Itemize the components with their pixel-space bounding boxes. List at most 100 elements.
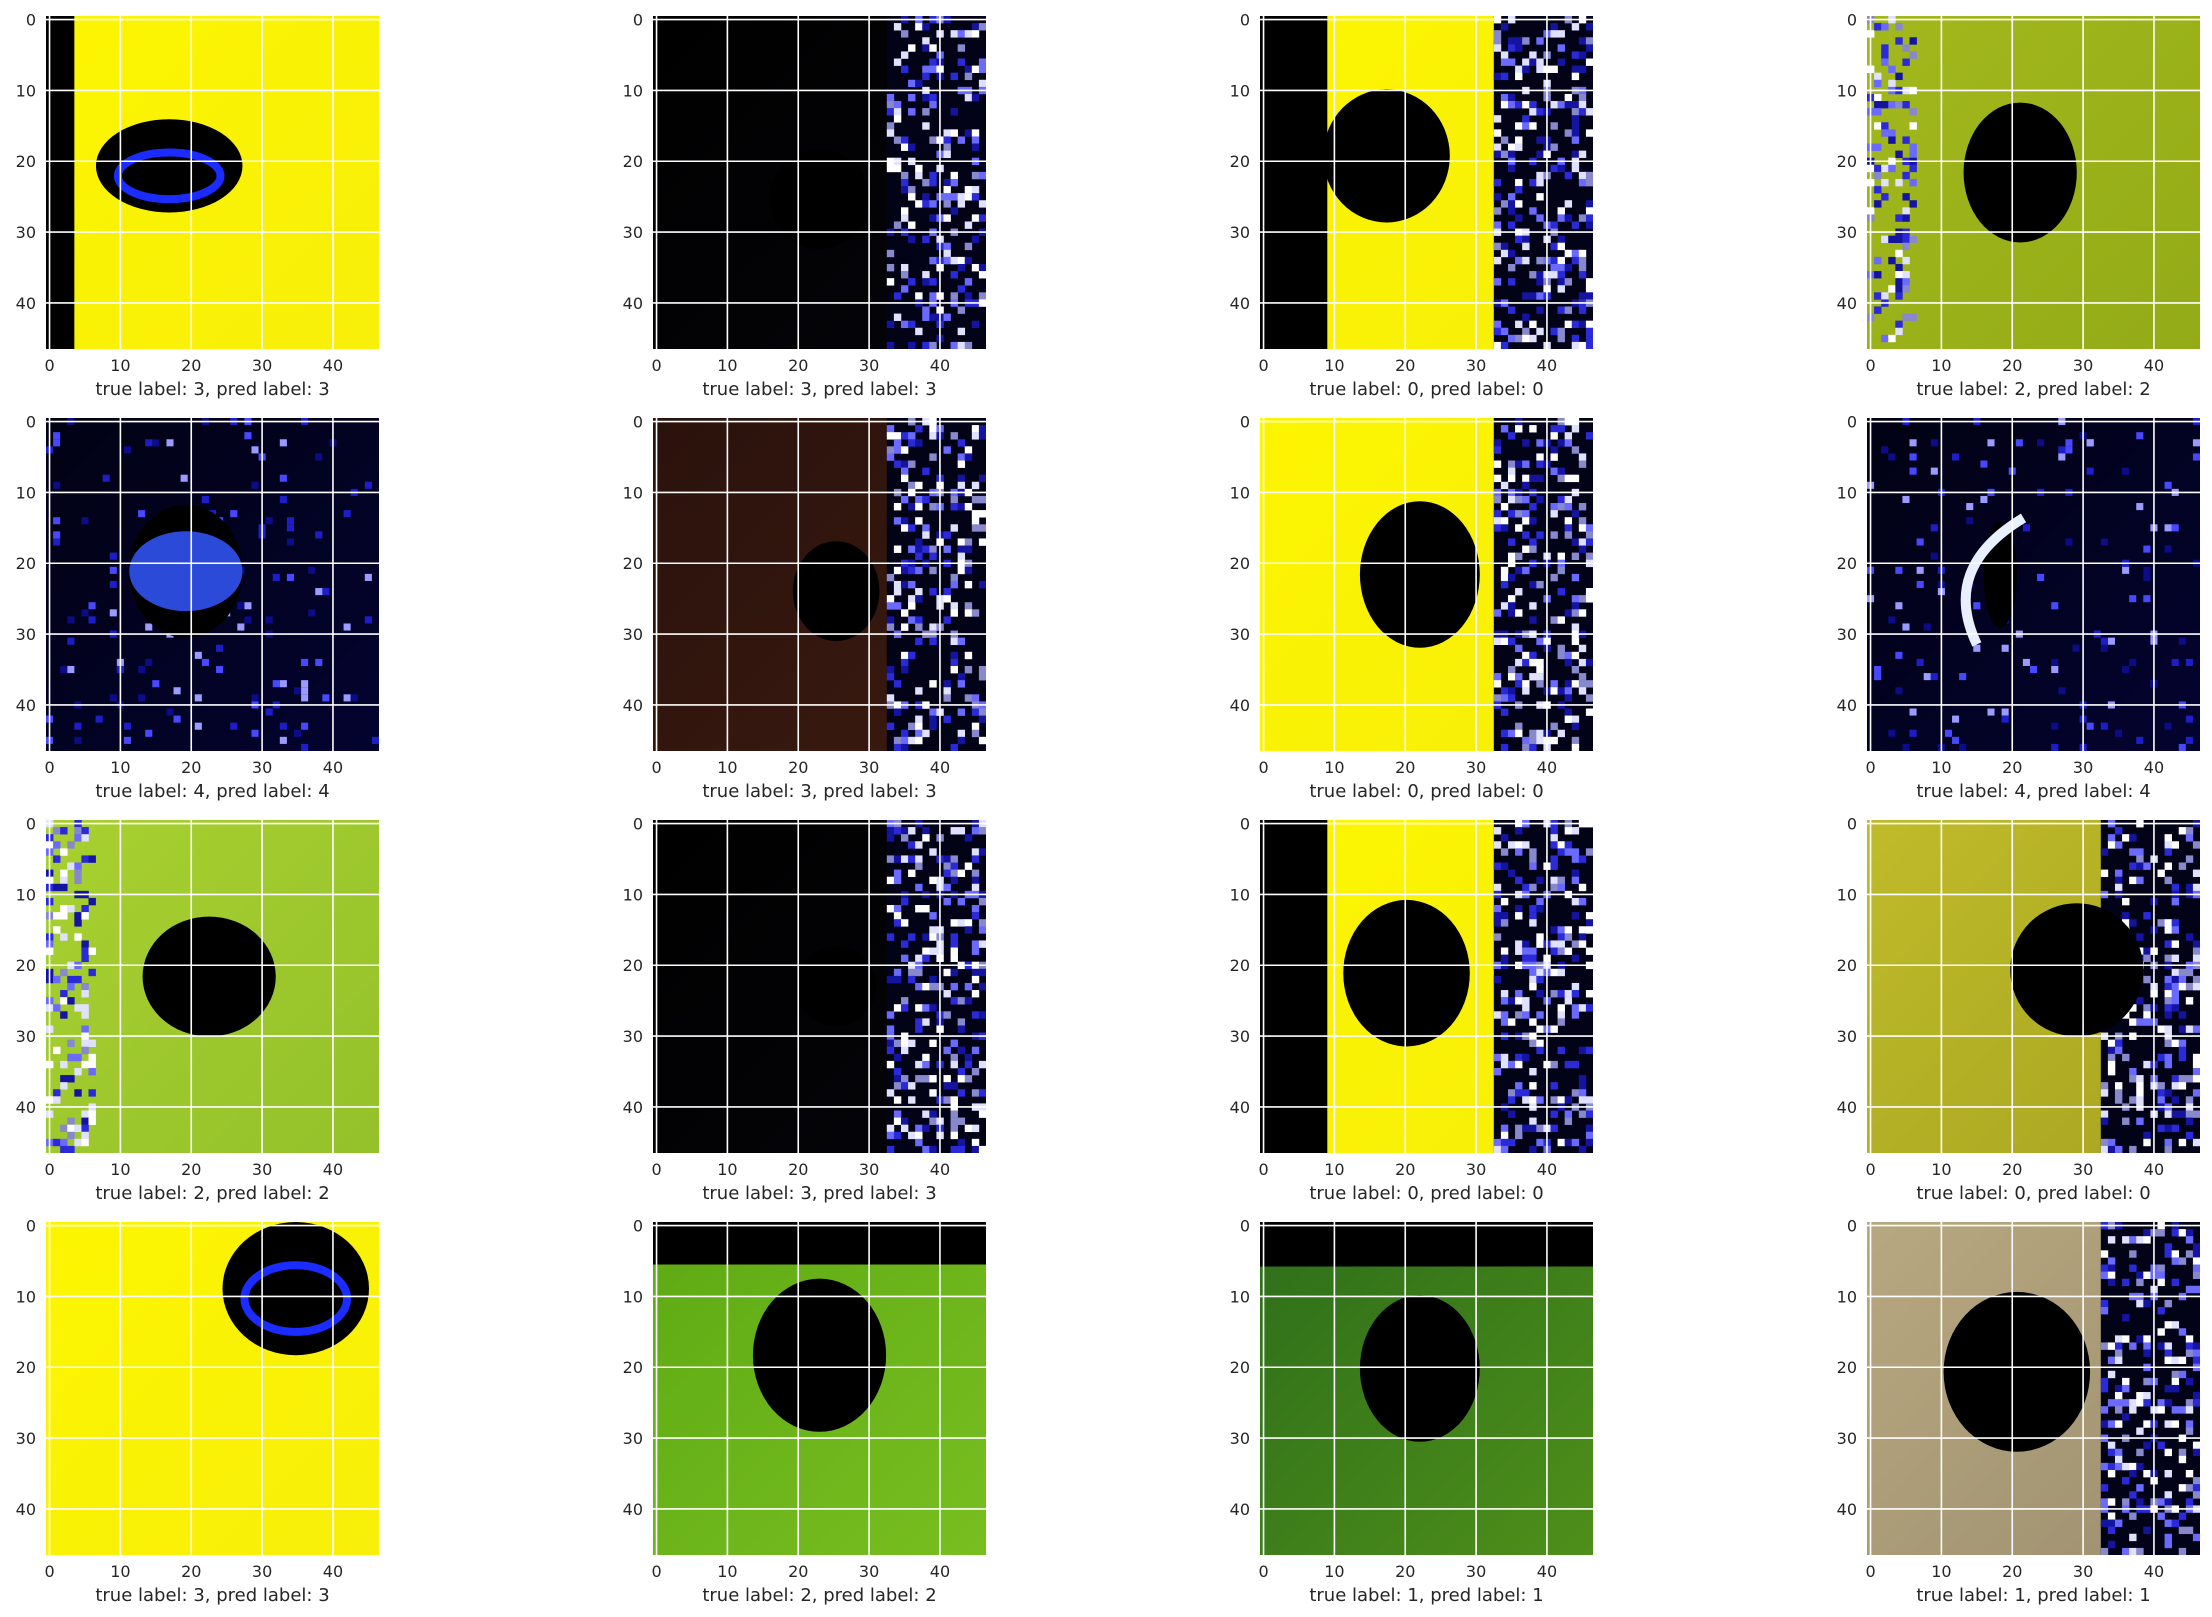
x-tick-label: 0: [44, 758, 54, 777]
x-tick-label: 20: [1395, 1562, 1415, 1581]
y-tick-label: 10: [16, 81, 36, 100]
x-tick-label: 0: [1258, 1160, 1268, 1179]
grid-lines: [46, 1222, 379, 1555]
panel-caption: true label: 3, pred label: 3: [702, 1183, 936, 1204]
image-panel: 0 10 20 30 40 0 10 20 30 40 true label: 1, pred la…: [1230, 1217, 1593, 1606]
image-pixels: [1260, 1222, 1593, 1555]
x-tick-label: 30: [1466, 758, 1486, 777]
x-tick-label: 10: [110, 356, 130, 375]
grid-lines: [46, 418, 379, 751]
image-pixels: [1260, 820, 1593, 1153]
x-tick-label: 10: [1324, 356, 1344, 375]
image-panel: 0 10 20 30 40 0 10 20 30 40 true label: 0, pred la…: [1837, 815, 2200, 1204]
image-panel: 0 10 20 30 40 0 10 20 30 40 true label: 3, pred la…: [623, 413, 986, 802]
x-tick-label: 0: [1865, 356, 1875, 375]
y-tick-label: 40: [16, 294, 36, 313]
y-tick-label: 40: [16, 1098, 36, 1117]
y-tick-label: 20: [1230, 554, 1250, 573]
y-tick-label: 10: [1837, 885, 1857, 904]
x-tick-label: 30: [2073, 1160, 2093, 1179]
x-tick-label: 0: [1865, 758, 1875, 777]
x-tick-label: 10: [110, 1562, 130, 1581]
y-tick-label: 0: [1847, 11, 1857, 30]
x-tick-label: 0: [44, 1160, 54, 1179]
y-tick-label: 20: [1837, 956, 1857, 975]
panel-caption: true label: 2, pred label: 2: [1916, 379, 2150, 400]
x-tick-label: 0: [651, 758, 661, 777]
grid-lines: [653, 1222, 986, 1555]
y-tick-label: 30: [1837, 1429, 1857, 1448]
x-tick-label: 0: [1258, 356, 1268, 375]
y-tick-label: 0: [633, 413, 643, 432]
x-tick-label: 20: [2002, 758, 2022, 777]
y-tick-label: 20: [623, 1358, 643, 1377]
image-pixels: [46, 1222, 379, 1555]
x-tick-label: 30: [252, 1562, 272, 1581]
y-tick-label: 10: [1230, 1287, 1250, 1306]
y-tick-label: 10: [1230, 483, 1250, 502]
x-tick-label: 20: [181, 758, 201, 777]
y-tick-label: 40: [623, 294, 643, 313]
x-tick-label: 10: [110, 1160, 130, 1179]
x-tick-label: 10: [1324, 758, 1344, 777]
y-tick-label: 30: [623, 625, 643, 644]
grid-lines: [1867, 418, 2200, 751]
y-tick-label: 30: [1230, 223, 1250, 242]
y-tick-label: 0: [1240, 815, 1250, 834]
grid-lines: [653, 820, 986, 1153]
image-pixels: [1867, 16, 2200, 349]
x-tick-label: 20: [1395, 758, 1415, 777]
image-panel: 0 10 20 30 40 0 10 20 30 40 true label: 3, pred la…: [16, 11, 379, 400]
x-tick-label: 20: [788, 1160, 808, 1179]
y-tick-label: 30: [16, 625, 36, 644]
image-panel: 0 10 20 30 40 0 10 20 30 40 true label: 2, pred la…: [623, 1217, 986, 1606]
image-pixels: [1260, 16, 1593, 349]
y-tick-label: 40: [16, 696, 36, 715]
y-tick-label: 20: [1230, 1358, 1250, 1377]
x-tick-label: 40: [1537, 356, 1557, 375]
x-tick-label: 30: [859, 758, 879, 777]
image-panel: 0 10 20 30 40 0 10 20 30 40 true label: 3, pred la…: [16, 1217, 379, 1606]
y-tick-label: 0: [26, 11, 36, 30]
image-pixels: [46, 820, 379, 1153]
x-tick-label: 0: [44, 1562, 54, 1581]
x-tick-label: 30: [1466, 356, 1486, 375]
y-tick-label: 30: [1230, 625, 1250, 644]
x-tick-label: 40: [930, 758, 950, 777]
y-tick-label: 30: [16, 1429, 36, 1448]
x-tick-label: 10: [1324, 1562, 1344, 1581]
image-panel: 0 10 20 30 40 0 10 20 30 40 true label: 0, pred la…: [1230, 11, 1593, 400]
y-tick-label: 0: [1240, 1217, 1250, 1236]
image-panel: 0 10 20 30 40 0 10 20 30 40 true label: 4, pred la…: [1837, 413, 2200, 802]
y-tick-label: 40: [1837, 294, 1857, 313]
y-tick-label: 30: [16, 223, 36, 242]
image-pixels: [1867, 418, 2200, 751]
y-tick-label: 10: [1230, 885, 1250, 904]
x-tick-label: 0: [651, 356, 661, 375]
x-tick-label: 40: [930, 1160, 950, 1179]
y-tick-label: 40: [1837, 696, 1857, 715]
image-pixels: [46, 16, 379, 349]
y-tick-label: 20: [16, 1358, 36, 1377]
x-tick-label: 20: [181, 1562, 201, 1581]
y-tick-label: 0: [633, 815, 643, 834]
panel-caption: true label: 4, pred label: 4: [95, 781, 329, 802]
y-tick-label: 30: [623, 1027, 643, 1046]
image-panel: 0 10 20 30 40 0 10 20 30 40 true label: 2, pred la…: [16, 815, 379, 1204]
x-tick-label: 10: [717, 356, 737, 375]
panel-caption: true label: 3, pred label: 3: [95, 379, 329, 400]
panel-caption: true label: 2, pred label: 2: [95, 1183, 329, 1204]
x-tick-label: 40: [2144, 758, 2164, 777]
x-tick-label: 40: [323, 356, 343, 375]
y-tick-label: 30: [623, 1429, 643, 1448]
x-tick-label: 40: [323, 1160, 343, 1179]
y-tick-label: 20: [1837, 152, 1857, 171]
x-tick-label: 40: [930, 1562, 950, 1581]
x-tick-label: 40: [1537, 1160, 1557, 1179]
y-tick-label: 30: [1837, 1027, 1857, 1046]
image-panel: 0 10 20 30 40 0 10 20 30 40 true label: 1, pred la…: [1837, 1217, 2200, 1606]
x-tick-label: 40: [1537, 758, 1557, 777]
panel-caption: true label: 2, pred label: 2: [702, 1585, 936, 1606]
panel-caption: true label: 1, pred label: 1: [1309, 1585, 1543, 1606]
y-tick-label: 0: [1847, 815, 1857, 834]
